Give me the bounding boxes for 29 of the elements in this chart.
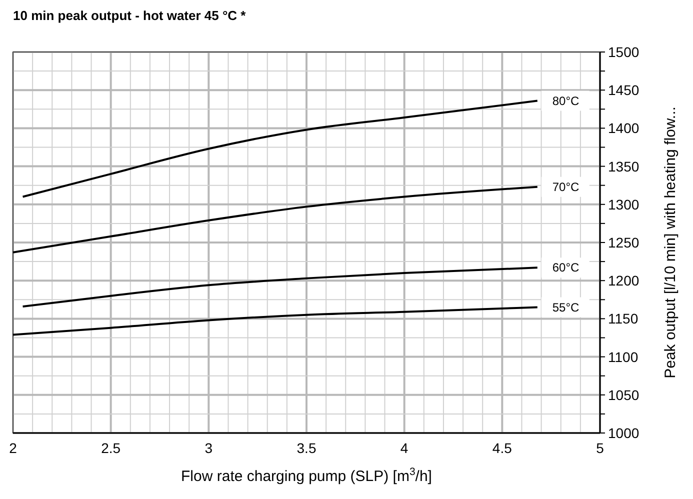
x-tick-label: 4.5: [492, 440, 512, 456]
y-tick-label: 1450: [608, 82, 640, 98]
series-label: 60°C: [552, 260, 580, 275]
y-tick-label: 1150: [608, 310, 638, 327]
line-series: [22, 100, 538, 198]
y-axis-title: Peak output [l/10 min] with heating flow...: [662, 106, 679, 378]
y-tick-label: 1200: [608, 272, 640, 289]
line-series: [12, 186, 538, 254]
y-tick-label: 1000: [608, 425, 640, 441]
line-series: [12, 306, 538, 336]
chart-title: 10 min peak output - hot water 45 °C *: [13, 8, 247, 23]
y-tick-label: 1350: [608, 158, 640, 174]
x-tick-label: 5: [596, 440, 604, 456]
series-label: 55°C: [552, 300, 580, 314]
x-axis-title: Flow rate charging pump (SLP) [m$^{3}$/h]: [181, 466, 432, 485]
y-tick-label: 1500: [608, 44, 640, 60]
series-label: 70°C: [552, 180, 580, 194]
line-series: [22, 266, 538, 308]
y-tick-label: 1300: [608, 196, 640, 212]
series-label: 80°C: [552, 94, 580, 108]
x-tick-label: 3: [204, 440, 213, 456]
x-tick-label: 3.5: [296, 440, 316, 456]
y-tick-label: 1050: [608, 386, 640, 403]
x-tick-label: 4: [400, 440, 408, 456]
y-tick-label: 1400: [608, 120, 640, 136]
x-tick-label: 2.5: [101, 440, 121, 456]
y-tick-label: 1250: [608, 234, 640, 250]
x-tick-label: 2: [9, 440, 18, 456]
y-tick-label: 1100: [608, 348, 638, 365]
